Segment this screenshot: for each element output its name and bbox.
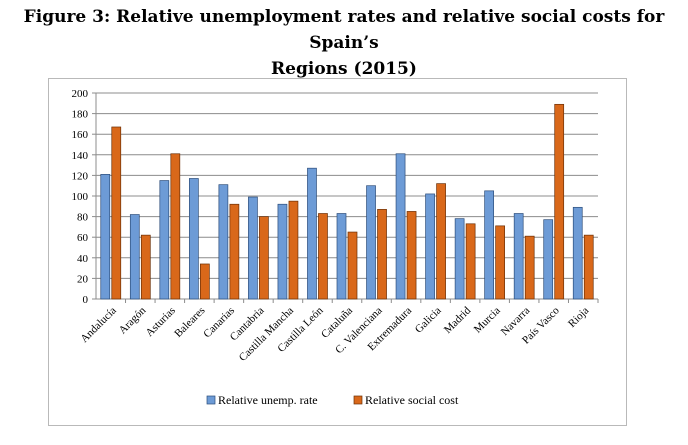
x-tick-label: Galicia [413,305,444,336]
bar-relative-unemp-rate [425,193,435,300]
bar-relative-social-cost [111,126,122,300]
bar-relative-unemp-rate [454,218,465,300]
legend-swatch [206,395,216,405]
bar-relative-unemp-rate [248,196,258,300]
bar-relative-unemp-rate [336,213,347,300]
y-tick-label: 40 [77,253,89,265]
bar-relative-unemp-rate [307,167,317,300]
y-tick-label: 0 [83,294,89,306]
bar-relative-unemp-rate [395,153,406,300]
chart-title-line-2: Regions (2015) [271,59,417,79]
bar-relative-unemp-rate [218,184,229,300]
bar-relative-social-cost [377,209,387,300]
bar-relative-social-cost [229,203,240,300]
bar-relative-social-cost [465,223,476,300]
legend-label: Relative unemp. rate [218,393,318,407]
bar-relative-unemp-rate [129,214,140,300]
bar-relative-social-cost [318,213,328,300]
bar-relative-social-cost [583,234,594,300]
y-tick-label: 160 [72,129,89,141]
bar-relative-social-cost [554,103,565,300]
chart-title-line-1: Figure 3: Relative unemployment rates an… [23,7,665,53]
y-tick-label: 200 [72,88,89,100]
bar-relative-unemp-rate [100,174,111,300]
y-tick-label: 80 [77,212,89,224]
legend-swatch [353,395,363,405]
x-tick-label: Madrid [442,304,474,336]
bar-relative-unemp-rate [277,203,288,300]
y-tick-label: 60 [77,232,89,244]
y-tick-label: 20 [77,273,89,285]
bar-relative-social-cost [524,235,535,300]
bar-relative-social-cost [259,216,269,300]
x-tick-label: Baleares [172,305,207,340]
x-tick-label: Murcia [472,305,503,336]
bar-relative-unemp-rate [572,206,583,300]
legend-label: Relative social cost [365,393,459,407]
y-tick-label: 120 [72,170,89,182]
x-axis-ticks: AndalucíaAragónAsturiasBalearesCanariasC… [78,299,599,364]
legend: Relative unemp. rate Relative social cost [206,393,459,407]
bar-relative-unemp-rate [189,178,199,300]
bar-relative-unemp-rate [543,219,554,300]
x-tick-label: Rioja [566,305,591,330]
x-tick-label: Asturias [144,305,178,339]
bar-relative-social-cost [140,234,151,300]
y-axis-ticks: 0 20 40 60 80 100 120 140 160 180 200 [72,88,96,306]
bar-relative-social-cost [436,183,446,300]
bars [100,103,594,300]
bar-relative-social-cost [406,211,417,300]
bar-relative-unemp-rate [513,213,524,300]
y-tick-label: 140 [72,150,89,162]
y-tick-label: 180 [72,109,89,121]
bar-relative-social-cost [200,263,210,300]
bar-relative-unemp-rate [484,190,494,300]
x-tick-label: Andalucía [78,305,119,346]
bar-relative-social-cost [347,231,358,300]
chart-title: Figure 3: Relative unemployment rates an… [0,4,688,82]
bar-relative-unemp-rate [159,180,170,300]
y-tick-label: 100 [72,191,89,203]
bar-relative-social-cost [288,200,299,300]
bar-relative-social-cost [170,153,181,300]
bar-relative-social-cost [495,225,505,300]
bar-relative-unemp-rate [366,185,376,300]
